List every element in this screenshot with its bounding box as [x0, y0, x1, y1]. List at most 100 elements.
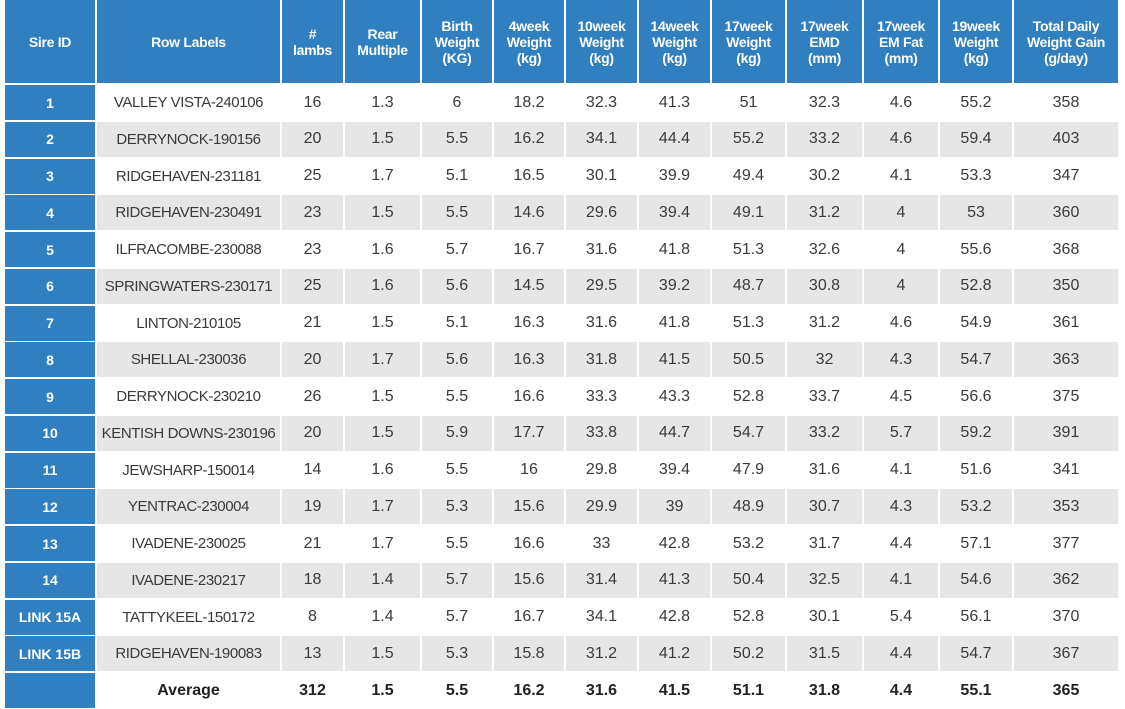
data-cell: 39.9: [658, 167, 691, 184]
data-cell: 25: [282, 268, 343, 304]
row-label: LINTON-210105: [136, 314, 241, 332]
data-cell: 350: [1014, 268, 1118, 304]
data-cell: 53.3: [960, 167, 992, 184]
row-label: VALLEY VISTA-240106: [113, 94, 264, 111]
data-cell: 31.2: [566, 636, 637, 672]
data-cell: 1.5: [345, 121, 420, 157]
header-cell: Sire ID: [5, 0, 95, 83]
data-cell: 14: [303, 461, 322, 478]
data-cell: 39.2: [639, 268, 710, 304]
data-cell: 377: [1052, 534, 1080, 552]
data-cell: 53: [940, 195, 1012, 231]
data-cell: 52.8: [732, 387, 765, 405]
data-cell: 16: [303, 93, 322, 111]
data-cell: 32.3: [808, 93, 841, 111]
header-cell: 17week EMD (mm): [787, 0, 862, 83]
data-cell: 33.2: [787, 415, 862, 451]
data-cell: 1.5: [371, 387, 394, 405]
row-label: DERRYNOCK-190156: [97, 121, 280, 157]
data-cell: 4.3: [864, 342, 938, 378]
data-cell: 33: [592, 534, 611, 552]
header-cell: Rear Multiple: [345, 0, 420, 83]
data-cell: 15.8: [494, 636, 564, 672]
data-cell: 31.2: [787, 195, 862, 231]
data-cell: 31.8: [566, 342, 637, 378]
data-cell: 42.8: [658, 608, 691, 625]
data-cell: 1.6: [345, 268, 420, 304]
data-cell: 16.7: [513, 608, 545, 625]
data-cell: 1.5: [345, 195, 420, 231]
data-cell: 33.3: [585, 387, 618, 405]
data-cell: 39.4: [639, 195, 710, 231]
data-cell: 1.4: [345, 562, 420, 598]
sire-id: 6: [5, 268, 95, 304]
data-cell: 16.5: [513, 167, 545, 184]
data-cell: 29.5: [566, 268, 637, 304]
data-cell: 367: [1014, 636, 1118, 672]
data-cell: 54.7: [940, 636, 1012, 672]
data-cell: 50.4: [712, 562, 785, 598]
data-cell: 31.7: [808, 534, 841, 552]
data-cell: 5.7: [445, 608, 469, 625]
row-label: RIDGEHAVEN-231181: [115, 167, 262, 185]
row-label: SHELLAL-230036: [97, 342, 280, 378]
row-label: IVADENE-230217: [97, 562, 280, 598]
header-cell: 17week Weight (kg): [712, 0, 785, 83]
data-cell: 4.3: [864, 489, 938, 525]
sire-id: 4: [5, 195, 95, 231]
average-cell: 51.1: [732, 681, 765, 699]
data-cell: 16: [520, 461, 538, 478]
header-cell: 19week Weight (kg): [940, 0, 1012, 83]
sire-id: 7: [5, 305, 95, 341]
data-cell: 5.1: [445, 167, 469, 184]
header-cell: Row Labels: [97, 0, 280, 83]
data-cell: 39.4: [658, 461, 691, 478]
data-cell: 48.9: [712, 489, 785, 525]
data-cell: 5.5: [422, 195, 492, 231]
data-cell: 8: [308, 608, 317, 625]
data-cell: 32.5: [787, 562, 862, 598]
data-cell: 360: [1014, 195, 1118, 231]
data-cell: 341: [1052, 461, 1080, 478]
data-cell: 25: [303, 167, 322, 184]
data-cell: 5.9: [422, 415, 492, 451]
data-cell: 51: [739, 93, 758, 111]
data-cell: 53.2: [940, 489, 1012, 525]
data-cell: 59.2: [940, 415, 1012, 451]
data-cell: 4.1: [864, 562, 938, 598]
data-cell: 41.5: [639, 342, 710, 378]
data-cell: 51.3: [732, 314, 765, 331]
data-cell: 5.3: [422, 636, 492, 672]
data-cell: 375: [1052, 387, 1080, 405]
data-cell: 18.2: [513, 93, 545, 111]
data-cell: 1.7: [345, 342, 420, 378]
data-cell: 14.5: [494, 268, 564, 304]
data-cell: 347: [1052, 167, 1080, 184]
data-cell: 1.5: [371, 314, 394, 331]
sire-id: 3: [5, 158, 95, 194]
data-cell: 1.5: [345, 636, 420, 672]
row-label: RIDGEHAVEN-190083: [97, 636, 280, 672]
data-cell: 55.6: [960, 240, 992, 258]
data-cell: 5.3: [422, 489, 492, 525]
data-cell: 16.3: [494, 342, 564, 378]
data-cell: 5.7: [445, 240, 469, 258]
data-cell: 361: [1052, 314, 1080, 331]
data-cell: 4.6: [864, 121, 938, 157]
data-cell: 363: [1014, 342, 1118, 378]
data-cell: 30.7: [787, 489, 862, 525]
average-id-cell: [5, 673, 95, 708]
data-cell: 41.3: [639, 562, 710, 598]
sire-id: 10: [5, 415, 95, 451]
average-cell: 41.5: [658, 681, 691, 699]
data-cell: 33.2: [787, 121, 862, 157]
sire-id: 14: [5, 562, 95, 598]
average-cell: 31.8: [808, 681, 841, 699]
data-cell: 54.7: [940, 342, 1012, 378]
data-cell: 23: [282, 195, 343, 231]
data-cell: 5.5: [445, 534, 469, 552]
data-cell: 1.6: [371, 461, 394, 478]
row-label: IVADENE-230025: [131, 535, 246, 552]
data-cell: 54.9: [960, 314, 992, 331]
sire-id: 1: [5, 85, 95, 120]
